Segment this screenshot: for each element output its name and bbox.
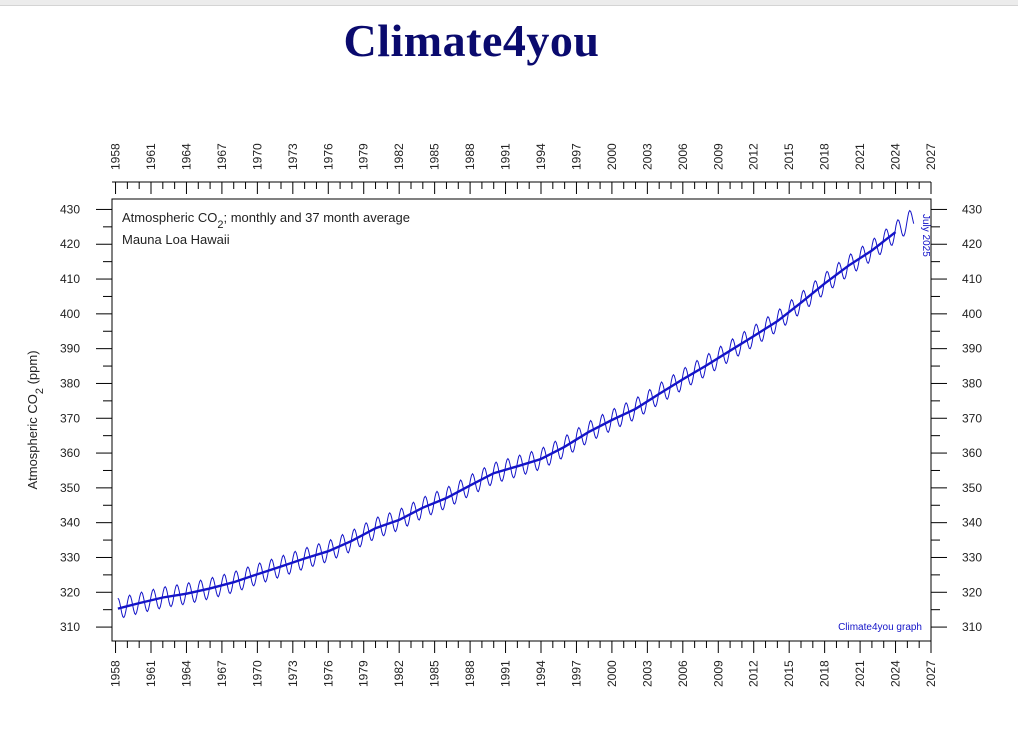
credit-label: Climate4you graph [838, 622, 922, 633]
y-tick-label-right: 330 [962, 550, 982, 564]
x-tick-label-top: 1991 [499, 143, 513, 170]
y-tick-label-right: 350 [962, 481, 982, 495]
top-border [0, 0, 1018, 6]
x-tick-label-bottom: 1985 [428, 660, 442, 687]
y-tick-label-right: 390 [962, 342, 982, 356]
y-tick-label-right: 380 [962, 376, 982, 390]
x-tick-label-top: 1997 [569, 143, 583, 170]
x-tick-label-top: 2006 [676, 143, 690, 170]
x-tick-label-bottom: 2015 [782, 660, 796, 687]
x-tick-label-top: 2021 [853, 143, 867, 170]
x-tick-label-top: 1973 [286, 143, 300, 170]
y-tick-label-right: 430 [962, 202, 982, 216]
average-series-line [117, 231, 897, 610]
x-tick-label-bottom: 1964 [179, 660, 193, 687]
chart-subtitle: Mauna Loa Hawaii [122, 232, 230, 247]
x-tick-label-bottom: 2006 [676, 660, 690, 687]
x-tick-label-top: 2009 [711, 143, 725, 170]
y-tick-label-left: 390 [60, 342, 80, 356]
y-tick-label-left: 400 [60, 307, 80, 321]
x-tick-label-bottom: 1982 [392, 660, 406, 687]
y-tick-label-right: 400 [962, 307, 982, 321]
x-tick-label-bottom: 1994 [534, 660, 548, 687]
x-tick-label-top: 1964 [179, 143, 193, 170]
y-tick-label-right: 370 [962, 411, 982, 425]
y-tick-label-left: 350 [60, 481, 80, 495]
x-tick-label-top: 1970 [250, 143, 264, 170]
x-tick-label-top: 2003 [640, 143, 654, 170]
x-tick-label-bottom: 2027 [924, 660, 938, 687]
x-tick-label-bottom: 2003 [640, 660, 654, 687]
y-tick-label-right: 340 [962, 516, 982, 530]
x-tick-label-bottom: 1961 [144, 660, 158, 687]
y-tick-label-right: 310 [962, 620, 982, 634]
y-tick-label-left: 430 [60, 202, 80, 216]
x-tick-label-top: 1985 [428, 143, 442, 170]
x-tick-label-top: 1994 [534, 143, 548, 170]
x-tick-label-bottom: 1997 [569, 660, 583, 687]
x-tick-label-bottom: 2018 [818, 660, 832, 687]
y-tick-label-left: 370 [60, 411, 80, 425]
y-tick-label-right: 320 [962, 585, 982, 599]
x-tick-label-bottom: 1988 [463, 660, 477, 687]
x-tick-label-bottom: 1973 [286, 660, 300, 687]
x-tick-label-top: 2027 [924, 143, 938, 170]
x-tick-label-top: 1979 [357, 143, 371, 170]
x-tick-label-top: 1967 [215, 143, 229, 170]
y-tick-label-left: 360 [60, 446, 80, 460]
y-axis-label: Atmospheric CO2 (ppm) [25, 350, 46, 489]
chart-title: Atmospheric CO2; monthly and 37 month av… [122, 210, 410, 231]
y-tick-label-left: 410 [60, 272, 80, 286]
y-tick-label-right: 410 [962, 272, 982, 286]
x-tick-label-bottom: 2024 [889, 660, 903, 687]
x-tick-label-top: 1976 [321, 143, 335, 170]
x-tick-label-bottom: 1970 [250, 660, 264, 687]
y-tick-label-left: 380 [60, 376, 80, 390]
y-tick-label-left: 330 [60, 550, 80, 564]
x-tick-label-top: 1988 [463, 143, 477, 170]
x-tick-label-bottom: 1991 [499, 660, 513, 687]
y-tick-label-left: 420 [60, 237, 80, 251]
x-tick-label-top: 2018 [818, 143, 832, 170]
site-title: Climate4you [343, 15, 600, 66]
plot-frame [111, 198, 932, 642]
x-tick-label-bottom: 2012 [747, 660, 761, 687]
monthly-series-line [117, 209, 915, 619]
x-tick-label-top: 2000 [605, 143, 619, 170]
y-tick-label-right: 360 [962, 446, 982, 460]
x-tick-label-top: 2015 [782, 143, 796, 170]
x-tick-label-bottom: 2000 [605, 660, 619, 687]
x-tick-label-top: 1958 [109, 143, 123, 170]
x-tick-label-top: 1961 [144, 143, 158, 170]
x-tick-label-bottom: 1976 [321, 660, 335, 687]
x-tick-label-top: 1982 [392, 143, 406, 170]
y-tick-label-right: 420 [962, 237, 982, 251]
x-tick-label-top: 2012 [747, 143, 761, 170]
x-tick-label-top: 2024 [889, 143, 903, 170]
x-tick-label-bottom: 1967 [215, 660, 229, 687]
x-tick-label-bottom: 2021 [853, 660, 867, 687]
x-tick-label-bottom: 1979 [357, 660, 371, 687]
y-tick-label-left: 340 [60, 516, 80, 530]
x-tick-label-bottom: 1958 [109, 660, 123, 687]
date-label: July 2025 [920, 214, 931, 257]
y-tick-label-left: 320 [60, 585, 80, 599]
y-tick-label-left: 310 [60, 620, 80, 634]
x-tick-label-bottom: 2009 [711, 660, 725, 687]
